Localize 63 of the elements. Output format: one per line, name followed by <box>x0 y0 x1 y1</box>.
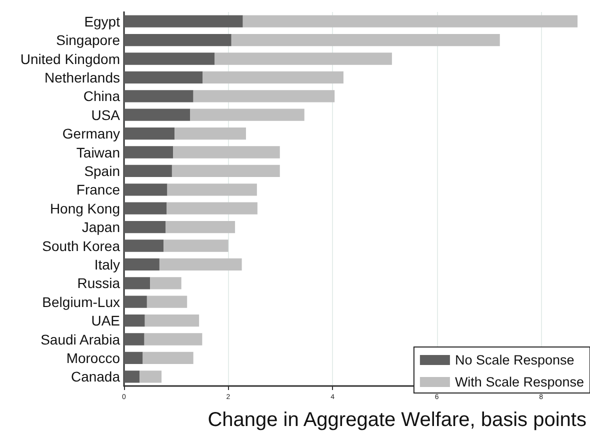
y-tick-label: United Kingdom <box>20 50 120 67</box>
y-tick-label: Japan <box>82 219 120 236</box>
y-tick-label: Taiwan <box>76 144 120 160</box>
y-tick-label: Singapore <box>56 32 120 48</box>
bar <box>124 314 145 327</box>
y-tick-label: Spain <box>84 162 120 179</box>
bar <box>159 258 242 271</box>
y-tick-label: Netherlands <box>44 69 120 86</box>
y-tick-label: USA <box>91 106 121 123</box>
y-tick-label: South Korea <box>42 238 120 254</box>
bar <box>124 220 166 234</box>
bar <box>124 296 147 308</box>
bar <box>174 127 246 140</box>
bar <box>173 146 280 158</box>
bar <box>214 52 392 65</box>
bar <box>146 296 188 308</box>
y-tick-label: Russia <box>77 275 120 292</box>
bar <box>242 15 578 28</box>
bar <box>124 127 175 140</box>
legend-label: No Scale Response <box>454 352 574 368</box>
bar <box>124 202 167 214</box>
bar <box>124 34 232 46</box>
bar <box>124 164 172 178</box>
y-tick-label: Morocco <box>66 350 120 366</box>
bar <box>124 352 143 364</box>
bar <box>164 240 228 252</box>
bar <box>124 240 164 252</box>
bar <box>166 220 236 234</box>
bar <box>167 184 257 196</box>
y-tick-label: UAE <box>91 312 120 329</box>
bar <box>124 333 144 346</box>
bar <box>202 71 344 84</box>
bar <box>144 333 202 346</box>
y-tick-label: Germany <box>62 126 120 142</box>
bar <box>124 15 243 28</box>
bar <box>124 146 173 158</box>
y-tick-label: Hong Kong <box>50 200 120 216</box>
bar <box>172 164 280 178</box>
bar <box>150 277 182 290</box>
bar <box>124 52 215 65</box>
x-axis-title: Change in Aggregate Welfare, basis points <box>208 409 586 431</box>
bar <box>193 90 335 102</box>
bar <box>166 202 258 214</box>
bar <box>231 34 500 46</box>
bar <box>124 277 150 290</box>
bar <box>124 258 160 271</box>
bar <box>124 370 140 383</box>
bar <box>190 108 304 121</box>
bar <box>124 184 168 196</box>
y-tick-label: Saudi Arabia <box>40 331 120 348</box>
bar <box>124 108 190 121</box>
y-tick-label: Italy <box>94 256 120 272</box>
bar <box>142 352 194 364</box>
y-tick-label: Belgium-Lux <box>42 294 120 310</box>
y-tick-label: China <box>83 88 120 104</box>
bar <box>140 370 162 383</box>
y-tick-label: Canada <box>70 368 120 385</box>
legend-label: With Scale Response <box>454 374 584 390</box>
y-tick-label: Egypt <box>84 13 120 30</box>
bar <box>124 90 194 102</box>
bar <box>124 71 203 84</box>
bar <box>144 314 200 327</box>
y-tick-label: France <box>76 182 120 198</box>
